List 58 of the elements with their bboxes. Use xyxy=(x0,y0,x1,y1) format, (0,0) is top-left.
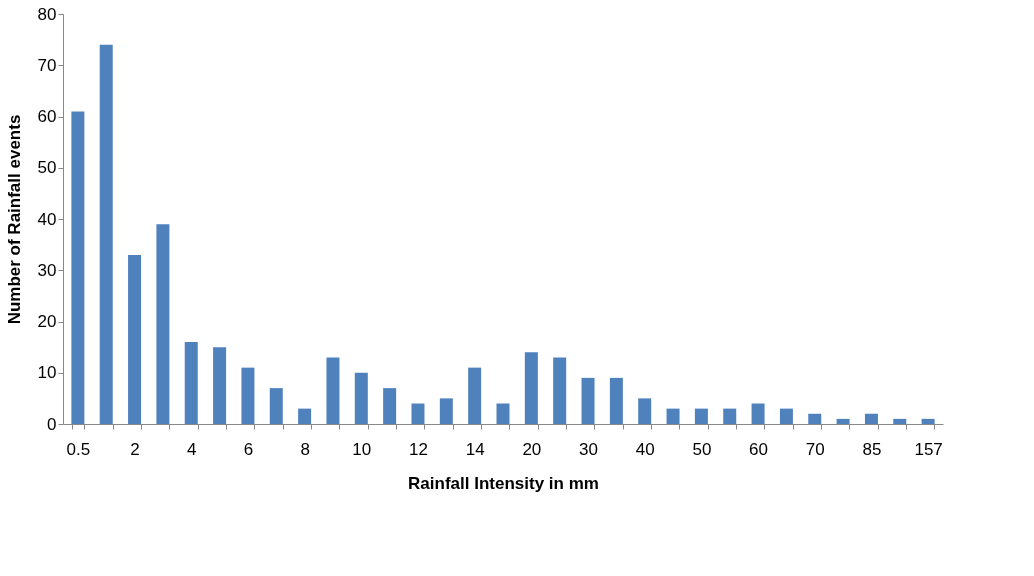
x-tick-label: 60 xyxy=(749,439,769,459)
bar xyxy=(468,367,482,424)
bar xyxy=(751,403,765,424)
x-tick-label: 70 xyxy=(805,439,825,459)
bar xyxy=(496,403,510,424)
x-tick-label: 30 xyxy=(579,439,598,459)
y-tick-label: 40 xyxy=(37,209,57,229)
bar xyxy=(411,403,425,424)
bar xyxy=(213,347,227,424)
bar xyxy=(723,408,737,424)
bar xyxy=(128,254,142,424)
x-tick-label: 10 xyxy=(352,439,372,459)
bar xyxy=(383,388,397,424)
bar xyxy=(666,408,680,424)
bar xyxy=(553,357,567,424)
y-tick-label: 80 xyxy=(37,4,57,24)
bar xyxy=(71,111,85,424)
bar xyxy=(298,408,312,424)
x-tick-label: 14 xyxy=(465,439,485,459)
bar xyxy=(864,413,878,424)
y-tick-label: 10 xyxy=(37,363,57,383)
bar xyxy=(836,418,850,424)
x-tick-label: 50 xyxy=(692,439,712,459)
x-tick-label: 4 xyxy=(187,439,197,459)
x-tick-label: 157 xyxy=(914,439,943,459)
bar xyxy=(269,388,283,424)
bar xyxy=(921,418,935,424)
y-tick-label: 0 xyxy=(47,414,57,434)
bar xyxy=(156,224,170,424)
bar xyxy=(609,377,623,424)
x-tick-label: 20 xyxy=(522,439,542,459)
y-tick-label: 30 xyxy=(37,260,57,280)
bar xyxy=(439,398,453,424)
bar xyxy=(354,372,368,424)
bar xyxy=(241,367,255,424)
y-tick-label: 60 xyxy=(37,107,57,126)
y-tick-label: 20 xyxy=(37,312,57,331)
x-tick-label: 6 xyxy=(243,439,254,459)
bar xyxy=(184,342,198,424)
y-tick-label: 70 xyxy=(37,55,57,75)
x-tick-label: 2 xyxy=(130,439,140,459)
x-tick-label: 40 xyxy=(635,439,655,459)
x-tick-label: 12 xyxy=(409,439,428,459)
bar xyxy=(326,357,340,424)
y-tick-label: 50 xyxy=(37,158,57,178)
bar xyxy=(779,408,793,424)
x-tick-label: 8 xyxy=(300,439,310,459)
x-axis-title: Rainfall Intensity in mm xyxy=(408,473,599,493)
bar xyxy=(99,44,113,424)
bar xyxy=(524,352,538,424)
bar xyxy=(808,413,822,424)
bar xyxy=(638,398,652,424)
bar xyxy=(581,377,595,424)
bar xyxy=(893,418,907,424)
y-axis-title: Number of Rainfall events xyxy=(4,114,24,325)
bar xyxy=(694,408,708,424)
x-tick-label: 85 xyxy=(862,439,882,459)
x-tick-label: 0.5 xyxy=(66,439,91,459)
